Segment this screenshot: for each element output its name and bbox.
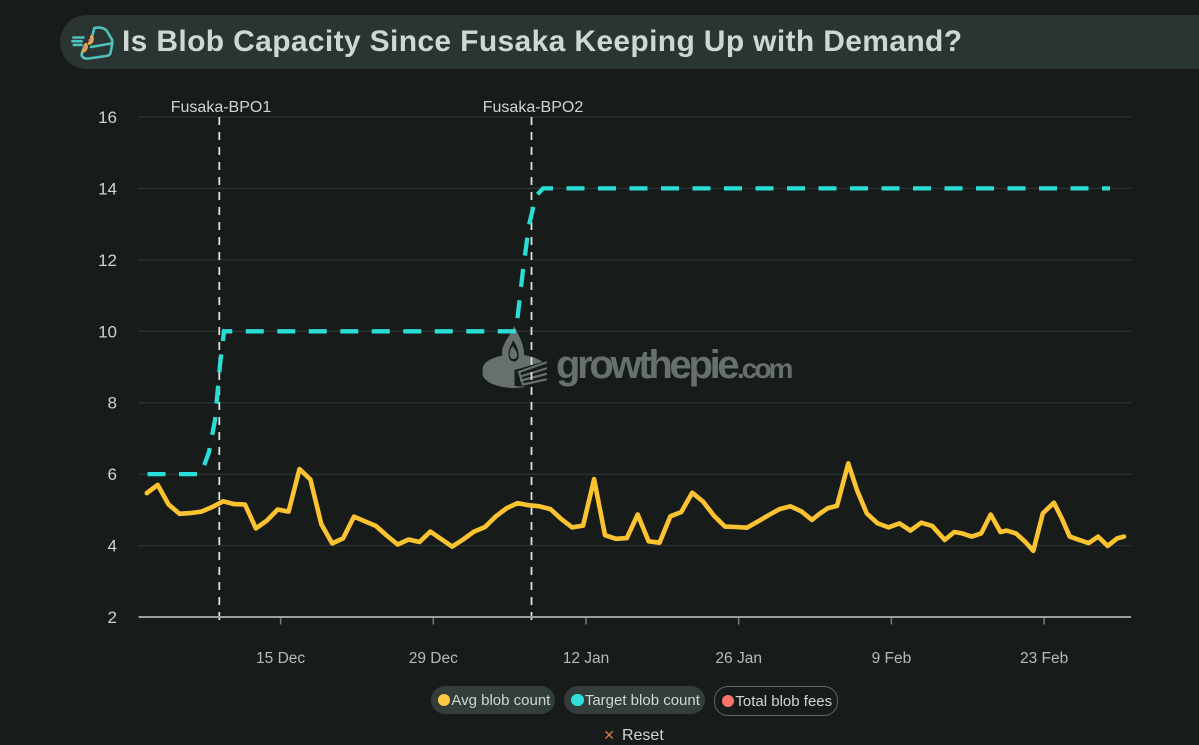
svg-text:14: 14 bbox=[98, 179, 117, 198]
svg-text:12: 12 bbox=[98, 251, 117, 270]
svg-text:15 Dec: 15 Dec bbox=[256, 650, 305, 667]
svg-text:26 Jan: 26 Jan bbox=[715, 650, 762, 667]
svg-text:10: 10 bbox=[98, 322, 117, 341]
svg-text:2: 2 bbox=[108, 608, 117, 627]
svg-text:6: 6 bbox=[108, 465, 117, 484]
svg-text:8: 8 bbox=[108, 394, 117, 413]
svg-text:Fusaka-BPO2: Fusaka-BPO2 bbox=[483, 99, 584, 116]
svg-text:12 Jan: 12 Jan bbox=[563, 650, 610, 667]
svg-text:23 Feb: 23 Feb bbox=[1020, 650, 1068, 667]
svg-text:4: 4 bbox=[108, 537, 117, 556]
svg-text:Fusaka-BPO1: Fusaka-BPO1 bbox=[171, 99, 272, 116]
svg-text:9 Feb: 9 Feb bbox=[872, 650, 912, 667]
svg-text:29 Dec: 29 Dec bbox=[409, 650, 458, 667]
svg-text:.com: .com bbox=[737, 353, 792, 384]
svg-text:16: 16 bbox=[98, 108, 117, 127]
svg-text:growthepie: growthepie bbox=[556, 343, 738, 387]
